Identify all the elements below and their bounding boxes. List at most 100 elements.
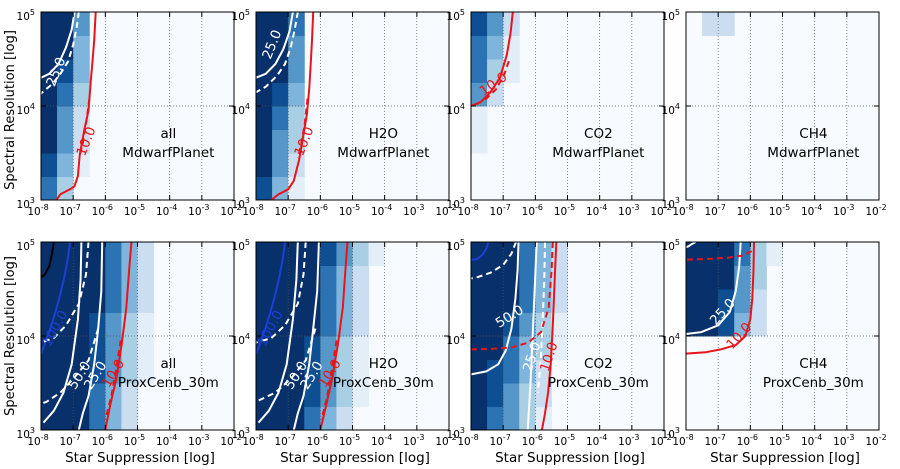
heatmap-cell	[288, 106, 305, 130]
heatmap-cell	[256, 35, 273, 60]
heatmap-cell	[73, 82, 90, 107]
x-tick-label: 10-8	[242, 203, 263, 218]
heatmap-cell	[41, 383, 58, 407]
heatmap-cell	[352, 289, 370, 313]
y-tick-label: 105	[447, 8, 465, 23]
grid	[686, 12, 879, 200]
heatmap-cell	[272, 176, 289, 200]
y-tick-label: 103	[232, 426, 250, 441]
x-tick-label: 10-6	[307, 203, 328, 218]
x-tick-label: 10-4	[156, 203, 177, 218]
y-tick-label: 103	[232, 196, 250, 211]
heatmap-cell	[718, 242, 735, 266]
grid	[686, 242, 879, 430]
heatmap-cell	[121, 336, 138, 360]
heatmap-cell	[471, 289, 488, 313]
y-axis-label-bottom: Spectral Resolution [log]	[3, 256, 18, 416]
panel-molecule-label: CH4	[799, 126, 827, 142]
heatmap-cell	[57, 265, 74, 290]
heatmap-cell	[503, 383, 520, 407]
y-tick-label: 103	[17, 426, 35, 441]
contour-line	[104, 340, 122, 420]
heatmap-cell	[471, 312, 488, 337]
heatmap-cell	[137, 312, 155, 337]
heatmap-cell	[256, 82, 273, 107]
heatmap-cell	[336, 359, 353, 384]
grid	[41, 242, 234, 430]
contour-line	[256, 12, 294, 79]
heatmap-cell	[121, 406, 138, 430]
x-tick-label: 10-6	[92, 433, 113, 448]
heatmap-cell	[487, 359, 504, 384]
heatmap-cell	[471, 106, 488, 130]
heatmap-cell	[272, 265, 289, 290]
y-tick-label: 104	[17, 332, 35, 347]
heatmap-cell	[304, 383, 321, 407]
heatmap-cell	[121, 265, 138, 290]
panel-scenario-label: ProxCenb_30m	[118, 375, 219, 391]
contour-line	[686, 250, 753, 261]
heatmap-cell	[57, 59, 74, 83]
heatmap-cell	[503, 406, 520, 430]
heatmap-cell	[320, 242, 337, 266]
heatmap-cell	[288, 153, 305, 177]
heatmap-cell	[57, 359, 74, 384]
contour-line	[471, 242, 517, 280]
heatmap-cell	[256, 176, 273, 200]
heatmap-cell	[272, 129, 289, 154]
heatmap-cell	[320, 265, 337, 290]
x-axis-label-2: Star Suppression [log]	[280, 450, 430, 466]
heatmap-cell	[336, 336, 353, 360]
heatmap-cell	[336, 383, 353, 407]
heatmap-cell	[471, 383, 488, 407]
contour-line	[42, 242, 83, 424]
y-tick-label: 104	[232, 332, 250, 347]
x-tick-label: 10-4	[586, 203, 607, 218]
contour-line	[471, 242, 520, 376]
heatmap-cell	[256, 242, 273, 266]
heatmap-cell	[734, 289, 751, 313]
heatmap-cell	[471, 336, 488, 360]
x-tick-label: 10-8	[457, 433, 478, 448]
heatmap-cell	[352, 383, 370, 407]
heatmap-cell	[288, 383, 305, 407]
heatmap-cell	[750, 312, 767, 337]
heatmap-cell	[750, 265, 767, 290]
x-tick-label: 10-5	[554, 433, 575, 448]
heatmap-cell	[256, 383, 273, 407]
heatmap-cell	[288, 176, 305, 200]
heatmap-cell	[471, 59, 488, 83]
ticks: 10-8 10-7 10-6 10-5 10-4 10-3 10-2 103 104 105	[17, 8, 242, 218]
x-tick-label: 10-3	[403, 203, 424, 218]
y-tick-label: 103	[662, 196, 680, 211]
x-tick-label: 10-3	[833, 433, 854, 448]
x-tick-label: 10-4	[371, 203, 392, 218]
contour-line	[536, 242, 546, 393]
contour-line	[104, 242, 133, 430]
heatmap-cell	[137, 242, 155, 266]
ticks: 10-8 10-7 10-6 10-5 10-4 10-3 10-2 103 104 105	[447, 238, 672, 448]
heatmap-cell	[272, 406, 289, 430]
heatmap-cell	[121, 289, 138, 313]
heatmap-cell	[73, 336, 90, 360]
x-tick-label: 10-5	[339, 433, 360, 448]
y-tick-label: 105	[232, 8, 250, 23]
y-tick-label: 105	[662, 238, 680, 253]
heatmap-cell	[73, 12, 90, 36]
contour-line	[41, 12, 76, 79]
x-tick-label: 10-3	[403, 433, 424, 448]
heatmap-cell	[551, 289, 568, 313]
heatmap-cell	[57, 406, 74, 430]
x-tick-label: 10-2	[650, 203, 671, 218]
y-tick-label: 103	[447, 196, 465, 211]
grid	[256, 12, 449, 200]
x-tick-label: 10-2	[650, 433, 671, 448]
y-tick-label: 103	[17, 196, 35, 211]
heatmap-cell	[256, 106, 273, 130]
heatmap-cell	[487, 289, 504, 313]
grid	[471, 242, 664, 430]
y-tick-label: 104	[662, 332, 680, 347]
